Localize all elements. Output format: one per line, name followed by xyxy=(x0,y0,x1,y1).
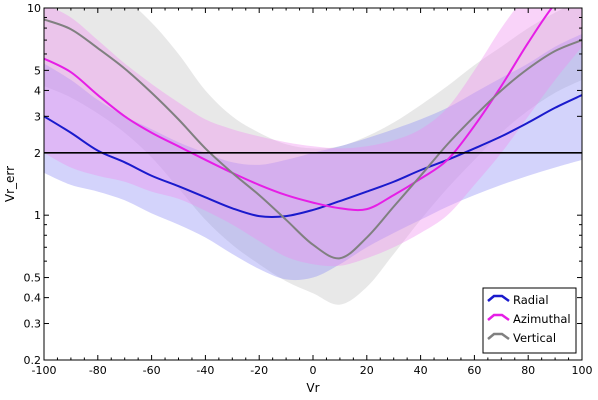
legend-label-azimuthal: Azimuthal xyxy=(513,312,571,326)
legend-swatch-vertical xyxy=(487,332,510,341)
series-lines xyxy=(44,8,582,260)
x-tick-label: -60 xyxy=(143,364,161,377)
legend-swatch-radial xyxy=(487,294,510,303)
x-tick-label: 40 xyxy=(414,364,428,377)
x-tick-label: 20 xyxy=(360,364,374,377)
legend-label-radial: Radial xyxy=(513,293,549,307)
legend: Radial Azimuthal Vertical xyxy=(482,287,577,354)
x-tick-label: 80 xyxy=(521,364,535,377)
x-tick-label: -40 xyxy=(196,364,214,377)
error-bands xyxy=(44,8,582,305)
y-tick-label: 1 xyxy=(34,209,41,222)
x-tick-label: -80 xyxy=(89,364,107,377)
y-tick-label: 5 xyxy=(34,64,41,77)
x-tick-label: 60 xyxy=(467,364,481,377)
y-axis-ticks: 0.2 0.3 0.4 0.5 1 2 3 4 5 10 xyxy=(24,2,582,367)
x-axis-label: Vr xyxy=(306,381,319,395)
legend-swatch-azimuthal xyxy=(487,313,510,322)
y-tick-label: 2 xyxy=(34,147,41,160)
y-tick-label: 0.3 xyxy=(24,318,42,331)
legend-box xyxy=(482,287,577,354)
series-line-vertical xyxy=(44,18,582,260)
x-tick-label: -100 xyxy=(32,364,57,377)
x-tick-label: 0 xyxy=(310,364,317,377)
y-tick-label: 4 xyxy=(34,84,41,97)
y-tick-label: 10 xyxy=(27,2,41,15)
error-band-radial xyxy=(44,33,582,281)
y-tick-label: 0.4 xyxy=(24,292,42,305)
legend-label-vertical: Vertical xyxy=(513,331,556,345)
y-tick-label: 3 xyxy=(34,110,41,123)
error-band-azimuthal xyxy=(44,8,582,267)
y-tick-label: 0.5 xyxy=(24,272,42,285)
x-tick-label: -20 xyxy=(250,364,268,377)
x-tick-label: 100 xyxy=(572,364,593,377)
series-line-radial xyxy=(44,94,582,218)
y-axis-label: Vr_err xyxy=(3,166,17,202)
y-tick-label: 0.2 xyxy=(24,354,42,367)
x-axis-ticks: -100 -80 -60 -40 -20 0 20 40 60 80 100 xyxy=(32,8,593,377)
error-band-vertical xyxy=(44,8,582,305)
